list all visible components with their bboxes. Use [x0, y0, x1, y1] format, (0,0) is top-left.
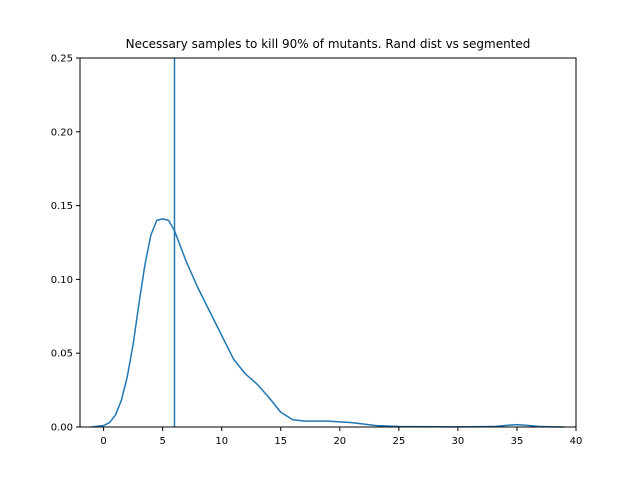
y-axis: 0.00 0.05 0.10 0.15 0.20 0.25	[51, 54, 80, 434]
y-tick-label: 0.00	[51, 423, 73, 434]
y-tick-label: 0.25	[51, 54, 73, 65]
x-tick-label: 30	[452, 436, 465, 447]
x-tick-label: 35	[511, 436, 524, 447]
x-tick-label: 15	[274, 436, 287, 447]
x-axis: 0 5 10 15 20 25 30 35 40	[100, 427, 582, 447]
y-tick-label: 0.05	[51, 349, 73, 360]
y-tick-label: 0.15	[51, 201, 73, 212]
plot-area	[91, 58, 565, 428]
y-tick-label: 0.20	[51, 127, 73, 138]
x-tick-label: 40	[570, 436, 583, 447]
density-line	[91, 218, 565, 428]
x-tick-label: 20	[333, 436, 346, 447]
x-tick-label: 5	[159, 436, 165, 447]
x-tick-label: 10	[215, 436, 228, 447]
axes-frame	[79, 57, 577, 428]
x-tick-label: 0	[100, 436, 106, 447]
chart-title: Necessary samples to kill 90% of mutants…	[126, 37, 531, 51]
y-tick-label: 0.10	[51, 275, 73, 286]
x-tick-label: 25	[392, 436, 405, 447]
